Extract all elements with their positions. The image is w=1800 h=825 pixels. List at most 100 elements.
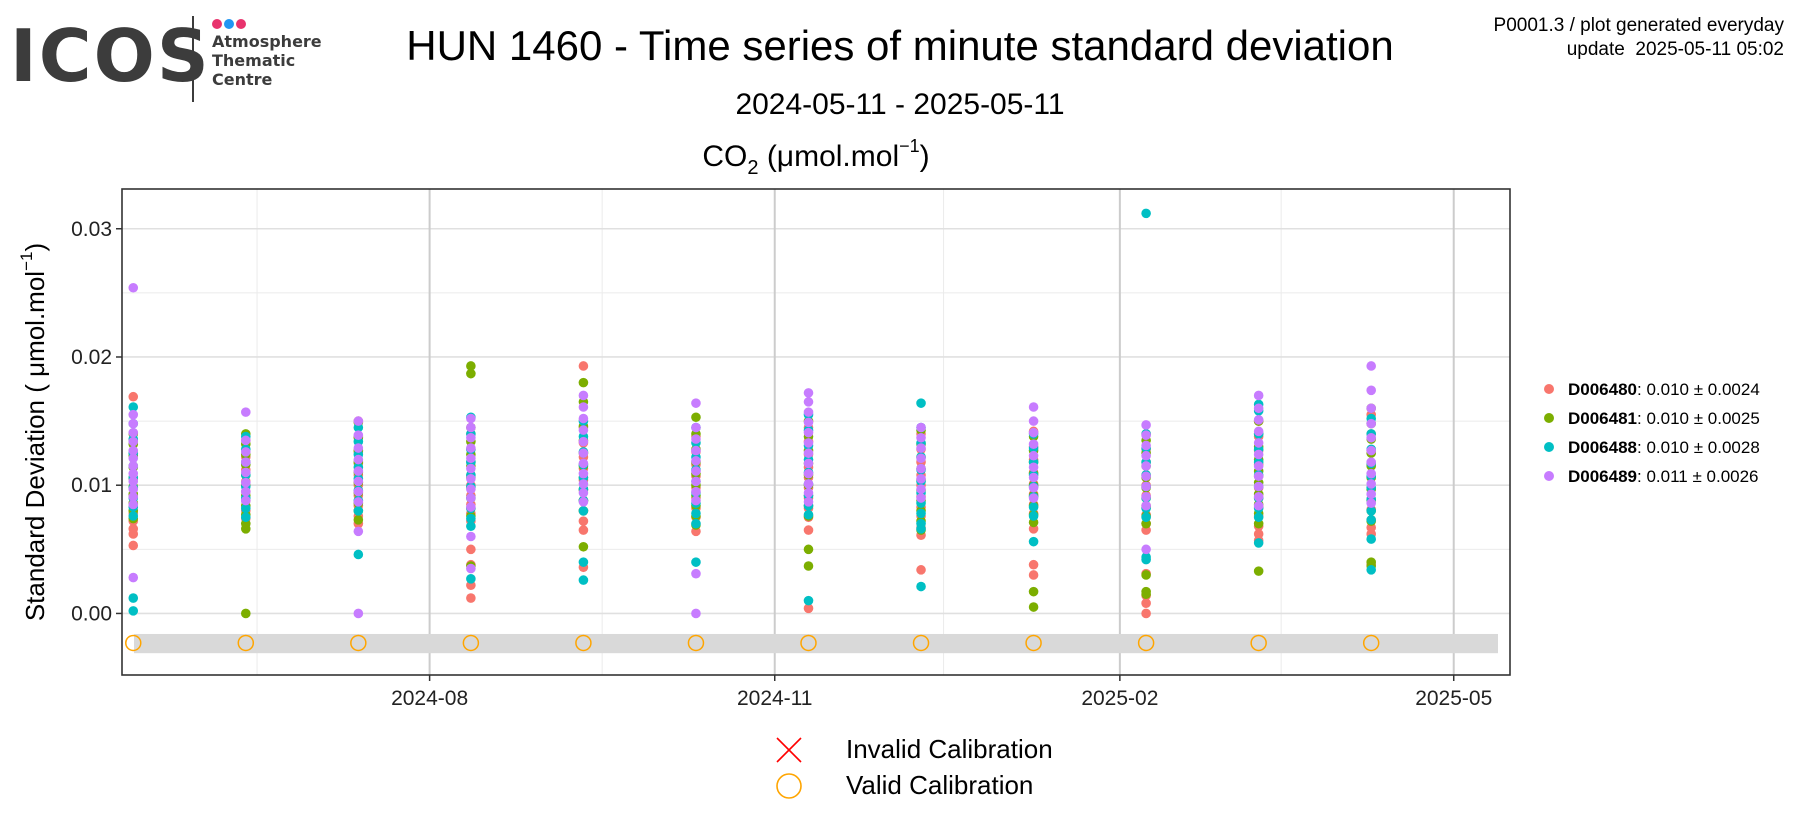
data-point [466,422,476,433]
data-point [1141,440,1151,451]
data-point [578,479,589,489]
data-point [240,467,251,478]
data-point [353,454,364,465]
data-point [353,608,364,619]
data-point [466,368,476,379]
data-point [691,398,701,408]
plot-panel [122,189,1510,675]
data-point [128,511,139,521]
data-point [240,503,251,514]
data-point [578,448,589,458]
data-point [578,436,589,447]
data-point [803,407,814,417]
data-point [1366,534,1376,544]
data-point [128,484,139,494]
data-point [353,476,364,487]
data-point [578,425,589,435]
data-point [691,486,701,497]
data-point [1366,432,1376,443]
legend-label: D006489: 0.011 ± 0.0026 [1568,467,1759,486]
data-point [1253,461,1264,471]
y-tick-label: 0.01 [71,474,112,497]
data-point [1141,208,1151,219]
data-point [578,506,589,516]
data-point [803,595,814,606]
data-point [691,608,701,619]
valid-calibration-marker [800,634,817,652]
data-point [1253,415,1264,425]
valid-calibration-marker [125,634,142,652]
data-point [1253,491,1264,502]
logo-dots [212,16,248,34]
data-point [240,477,251,488]
data-point [466,474,476,484]
data-point [1141,461,1151,471]
data-point [1141,544,1151,555]
data-point [1366,479,1376,489]
y-tick-label: 0.03 [71,218,112,241]
data-point [916,493,926,503]
data-point [1028,462,1039,473]
panel-title: CO2 (μmol.mol−1) [702,136,929,179]
logo-dot [224,19,234,29]
x-tick-label: 2024-08 [391,687,468,710]
data-point [353,526,364,537]
data-point [1028,502,1039,512]
valid-calibration-marker [1362,634,1380,652]
data-point [578,402,589,412]
data-point [916,565,926,575]
data-point [1141,589,1151,600]
data-point [1366,489,1376,499]
data-point [1028,416,1039,426]
data-point [691,508,701,519]
data-point [1141,608,1151,619]
data-point [803,427,814,438]
data-point [466,563,476,574]
data-point [1141,450,1151,461]
data-point [803,488,814,498]
data-point [128,445,139,456]
data-point [578,525,589,535]
data-point [691,476,701,487]
data-point [1028,559,1039,570]
data-point [578,390,589,401]
data-point [1366,506,1376,516]
data-point [803,544,814,555]
x-tick-label: 2025-05 [1415,687,1492,710]
data-point [1253,471,1264,482]
data-point [240,512,251,523]
data-point [803,525,814,535]
data-point [1253,438,1264,448]
data-point [466,453,476,464]
data-point [240,447,251,457]
data-point [1366,385,1376,396]
data-point [1028,472,1039,483]
y-tick-label: 0.00 [71,602,112,625]
valid-calibration-marker [912,634,930,652]
legend-label: D006488: 0.010 ± 0.0028 [1568,438,1760,457]
data-point [578,557,589,567]
data-point [128,409,139,420]
data-point [691,568,701,579]
data-point [353,506,364,516]
data-point [691,495,701,506]
data-point [803,497,814,507]
valid-calibration-marker [462,634,480,652]
data-point [916,474,926,484]
plot-border [121,188,1511,676]
data-point [1366,457,1376,467]
invalid-calibration-icon [776,737,802,763]
data-point [1028,511,1039,521]
data-point [1028,482,1039,493]
data-point [1028,536,1039,547]
data-point [353,497,364,507]
data-point [916,484,926,494]
data-point [1253,426,1264,437]
data-point [466,413,476,424]
data-point [1366,403,1376,414]
valid-calibration-marker [350,634,367,652]
data-point [128,282,139,293]
data-point [578,377,589,388]
data-point [803,448,814,458]
valid-calibration-icon [776,773,802,799]
